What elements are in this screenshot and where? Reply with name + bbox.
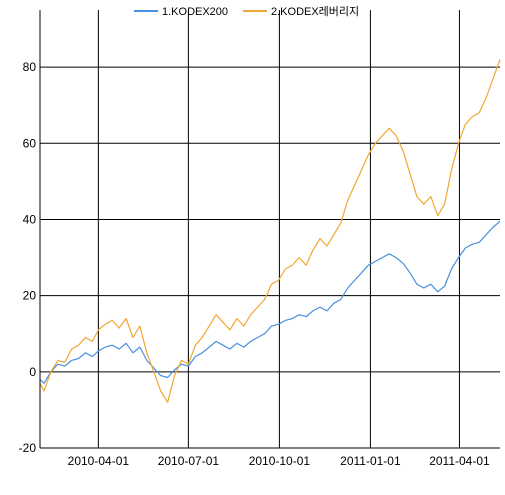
- y-tick-label: 0: [29, 365, 36, 379]
- legend-item[interactable]: 1.KODEX200: [134, 6, 228, 18]
- y-tick-label: -20: [19, 441, 37, 455]
- legend-label: 2.KODEX레버리지: [271, 5, 359, 18]
- legend-item[interactable]: 2.KODEX레버리지: [243, 5, 359, 18]
- x-tick-label: 2010-04-01: [68, 454, 130, 468]
- legend[interactable]: 1.KODEX200 2.KODEX레버리지: [134, 5, 359, 18]
- x-tick-label: 2010-07-01: [158, 454, 220, 468]
- x-tick-label: 2010-10-01: [249, 454, 311, 468]
- y-tick-label: 60: [23, 136, 37, 150]
- y-tick-label: 40: [23, 212, 37, 226]
- series-line-2: [39, 59, 501, 403]
- series-line-1: [39, 220, 501, 384]
- x-tick-label: 2011-01-01: [340, 454, 401, 468]
- x-tick-label: 2011-04-01: [429, 454, 490, 468]
- legend-label: 1.KODEX200: [162, 6, 228, 18]
- grid-layer: [40, 10, 500, 449]
- series-layer: [39, 59, 501, 403]
- axis-layer: -20 0 20 40 60 80 2010-04-01 2010-07-01 2010-10-…: [19, 10, 490, 468]
- y-tick-label: 20: [23, 289, 37, 303]
- y-tick-label: 80: [23, 60, 37, 74]
